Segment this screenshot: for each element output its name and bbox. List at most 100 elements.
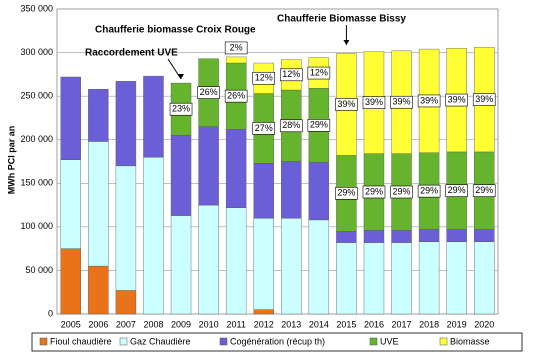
y-tick-label: 50 000 xyxy=(25,265,53,275)
share-label: 39% xyxy=(365,97,383,107)
bar-segment xyxy=(253,309,274,315)
bar-segment xyxy=(474,241,495,315)
share-label-box xyxy=(390,185,413,199)
x-tick-label: 2017 xyxy=(392,319,412,329)
x-tick-label: 2006 xyxy=(88,319,108,329)
arrow-head xyxy=(178,74,185,79)
x-tick-label: 2018 xyxy=(419,319,439,329)
x-tick-label: 2015 xyxy=(336,319,356,329)
x-tick-label: 2020 xyxy=(474,319,494,329)
share-label-box xyxy=(445,93,468,107)
share-label-box xyxy=(279,68,303,82)
bar-segment xyxy=(143,75,164,158)
bar-segment xyxy=(336,242,357,315)
bar-segment xyxy=(88,141,109,267)
bar-segment xyxy=(88,265,109,315)
bar-segment xyxy=(446,241,467,315)
y-tick-label: 100 000 xyxy=(20,221,53,231)
bar-segment xyxy=(115,290,137,315)
share-label-box xyxy=(252,71,276,85)
legend-swatch xyxy=(439,337,448,346)
x-tick-label: 2013 xyxy=(281,319,301,329)
bar-segment xyxy=(60,248,81,315)
x-tick-label: 2005 xyxy=(61,319,81,329)
bar-segment xyxy=(308,219,330,315)
y-tick-label: 300 000 xyxy=(20,47,53,57)
share-label-box xyxy=(279,119,303,133)
annotation: Raccordement UVE xyxy=(85,48,178,59)
share-label-box xyxy=(362,185,386,199)
y-tick-label: 250 000 xyxy=(20,91,53,101)
y-tick-label: 150 000 xyxy=(20,178,53,188)
share-label-box xyxy=(390,95,413,109)
legend-label: Biomasse xyxy=(450,336,490,346)
share-label-box xyxy=(417,184,441,198)
bar-segment xyxy=(418,241,440,315)
share-label-box xyxy=(252,122,276,135)
bar-segment xyxy=(198,204,219,315)
x-tick-label: 2009 xyxy=(171,319,191,329)
bar-segment xyxy=(225,129,247,208)
bar-segment xyxy=(60,159,81,249)
legend-label: Gaz Chaudière xyxy=(130,336,191,346)
share-label: 29% xyxy=(393,186,411,196)
bar-segment xyxy=(170,215,192,315)
y-tick-label: 350 000 xyxy=(20,3,53,13)
bar-segment xyxy=(446,229,467,242)
bar-segment xyxy=(391,242,412,315)
bar-segment xyxy=(391,230,412,243)
bar-segment xyxy=(363,230,385,243)
legend-box xyxy=(31,332,523,352)
x-tick-label: 2008 xyxy=(143,319,163,329)
share-label-box xyxy=(169,102,193,116)
legend-swatch xyxy=(369,337,378,346)
legend-swatch xyxy=(219,337,228,346)
bar-segment xyxy=(281,161,302,219)
bar-segment xyxy=(474,229,495,242)
share-label-box xyxy=(197,86,220,99)
share-label: 39% xyxy=(337,99,355,109)
share-label-box xyxy=(335,187,358,200)
share-label: 29% xyxy=(475,185,493,195)
share-label: 39% xyxy=(420,95,438,105)
bar-segment xyxy=(363,242,385,315)
share-label-box xyxy=(307,119,331,132)
share-label-box xyxy=(362,96,386,109)
share-label: 12% xyxy=(282,69,300,79)
share-label: 2% xyxy=(230,42,243,52)
bar-segment xyxy=(115,81,137,167)
legend-label: UVE xyxy=(380,336,399,346)
bar-segment xyxy=(60,76,81,160)
x-tick-label: 2014 xyxy=(309,319,329,329)
share-label: 26% xyxy=(200,87,218,97)
x-tick-label: 2016 xyxy=(364,319,384,329)
share-label: 28% xyxy=(282,120,300,130)
x-tick-label: 2007 xyxy=(116,319,136,329)
share-label-box xyxy=(445,184,468,197)
bar-segment xyxy=(418,229,440,242)
x-tick-label: 2010 xyxy=(199,319,219,329)
share-label: 27% xyxy=(255,123,273,133)
bar-segment xyxy=(308,162,330,221)
bar-segment xyxy=(281,217,302,315)
share-label: 39% xyxy=(448,94,466,104)
share-label: 12% xyxy=(255,73,273,83)
bar-segment xyxy=(225,207,247,315)
bar-segment xyxy=(253,217,274,310)
x-tick-label: 2019 xyxy=(447,319,467,329)
share-label: 29% xyxy=(310,120,328,130)
share-label: 39% xyxy=(393,97,411,107)
share-label-box xyxy=(472,93,496,106)
y-tick-label: 0 xyxy=(48,308,53,318)
share-label: 23% xyxy=(172,104,190,114)
legend-label: Fioul chaudière xyxy=(50,336,112,346)
share-label: 12% xyxy=(310,67,328,77)
share-label: 26% xyxy=(227,91,245,101)
share-label: 39% xyxy=(475,94,493,104)
share-label: 29% xyxy=(337,188,355,198)
arrow-head xyxy=(343,40,350,45)
annotation: Chaufferie biomasse Croix Rouge xyxy=(95,25,256,36)
x-tick-label: 2012 xyxy=(254,319,274,329)
bar-segment xyxy=(253,163,274,219)
share-label: 29% xyxy=(365,186,383,196)
